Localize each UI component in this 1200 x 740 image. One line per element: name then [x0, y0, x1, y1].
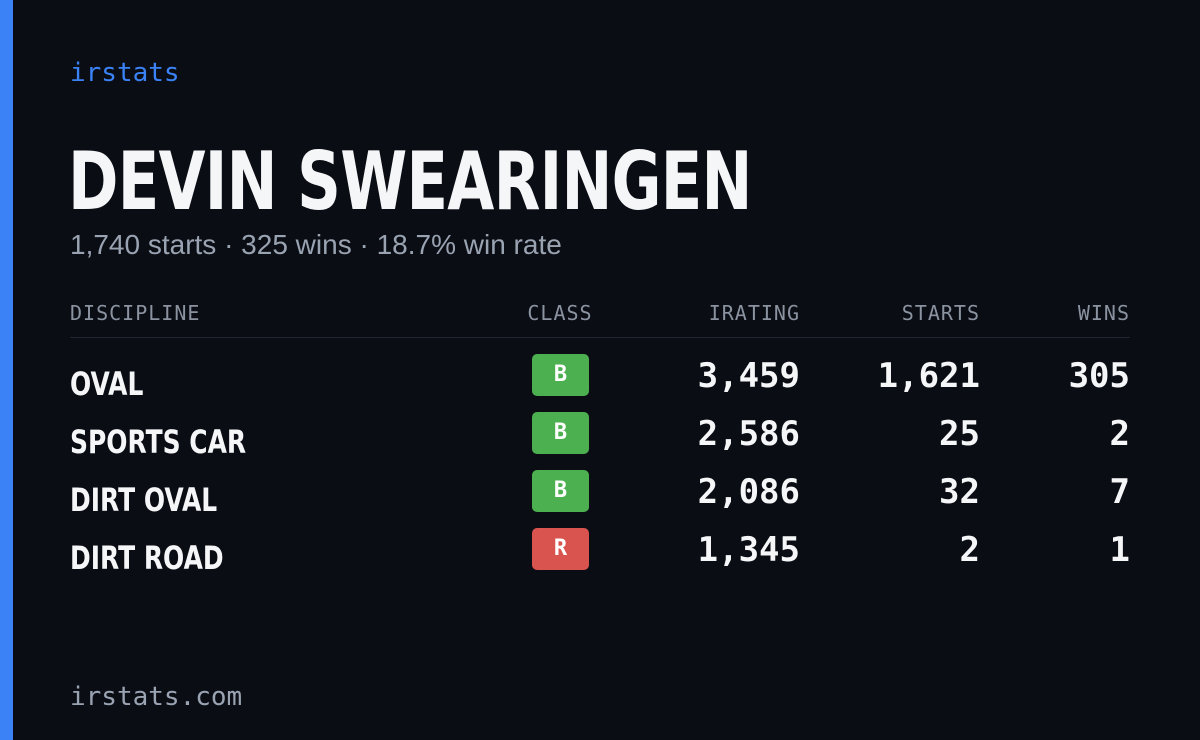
table-row: DIRT OVAL B 2,086 32 7 [70, 470, 1130, 528]
class-badge: R [532, 528, 589, 570]
discipline-name: OVAL [70, 365, 144, 403]
class-badge: B [532, 354, 589, 396]
driver-name: DEVIN SWEARINGEN [68, 135, 752, 228]
table-row: SPORTS CAR B 2,586 25 2 [70, 412, 1130, 470]
table-row: OVAL B 3,459 1,621 305 [70, 354, 1130, 412]
header-discipline: DISCIPLINE [70, 301, 201, 325]
irating-value: 2,086 [697, 472, 800, 512]
wins-value: 2 [1109, 414, 1130, 454]
table-row: DIRT ROAD R 1,345 2 1 [70, 528, 1130, 586]
irating-value: 1,345 [697, 530, 800, 570]
table-body: OVAL B 3,459 1,621 305 SPORTS CAR B 2,58… [70, 354, 1130, 586]
brand-logo: irstats [70, 58, 180, 88]
starts-value: 2 [959, 530, 980, 570]
irating-value: 3,459 [697, 356, 800, 396]
header-wins: WINS [1077, 301, 1130, 325]
discipline-name: DIRT OVAL [70, 481, 218, 519]
wins-value: 1 [1109, 530, 1130, 570]
class-badge: B [532, 412, 589, 454]
discipline-name: SPORTS CAR [70, 423, 247, 461]
wins-value: 305 [1068, 356, 1130, 396]
starts-value: 32 [939, 472, 980, 512]
footer-url: irstats.com [70, 682, 243, 712]
header-class: CLASS [527, 301, 593, 325]
discipline-name: DIRT ROAD [70, 539, 224, 577]
accent-bar [0, 0, 13, 740]
header-irating: IRATING [708, 301, 800, 325]
table-header: DISCIPLINE CLASS IRATING STARTS WINS [70, 297, 1130, 338]
wins-value: 7 [1109, 472, 1130, 512]
stats-table: DISCIPLINE CLASS IRATING STARTS WINS OVA… [70, 297, 1130, 586]
starts-value: 25 [939, 414, 980, 454]
class-badge: B [532, 470, 589, 512]
starts-value: 1,621 [877, 356, 980, 396]
irating-value: 2,586 [697, 414, 800, 454]
driver-summary: 1,740 starts · 325 wins · 18.7% win rate [70, 229, 562, 260]
header-starts: STARTS [901, 301, 980, 325]
